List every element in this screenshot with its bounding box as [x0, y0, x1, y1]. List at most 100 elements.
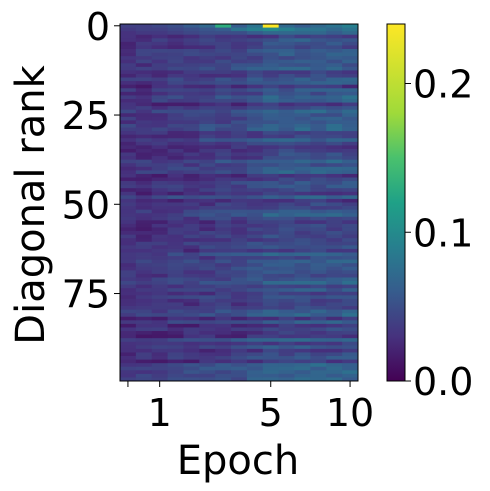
heatmap-cell	[167, 166, 184, 171]
heatmap-cell	[246, 184, 264, 189]
heatmap-cell	[120, 84, 137, 89]
heatmap-cell	[342, 188, 359, 193]
heatmap-cell	[342, 156, 359, 161]
heatmap-cell	[151, 77, 168, 82]
heatmap-cell	[278, 252, 295, 257]
heatmap-cell	[199, 316, 216, 321]
heatmap-cell	[262, 359, 280, 364]
heatmap-cell	[151, 116, 168, 121]
heatmap-cell	[310, 331, 327, 335]
heatmap-cell	[278, 170, 295, 175]
heatmap-cell	[215, 273, 232, 278]
heatmap-cell	[326, 338, 343, 343]
heatmap-cell	[262, 252, 280, 257]
heatmap-cell	[183, 223, 200, 228]
heatmap-cell	[151, 98, 168, 103]
heatmap-cell	[199, 91, 216, 96]
heatmap-cell	[310, 41, 327, 46]
heatmap-cell	[183, 77, 200, 82]
heatmap-cell	[215, 98, 232, 103]
heatmap-cell	[183, 234, 200, 239]
heatmap-cell	[246, 98, 264, 103]
heatmap-cell	[246, 263, 264, 268]
heatmap-cell	[278, 306, 295, 310]
heatmap-cell	[199, 70, 216, 75]
heatmap-cell	[326, 188, 343, 193]
heatmap-cell	[246, 223, 264, 228]
heatmap-cell	[310, 295, 327, 300]
heatmap-cell	[294, 170, 311, 175]
heatmap-cell	[278, 238, 295, 243]
heatmap-cell	[135, 291, 153, 296]
heatmap-cell	[278, 34, 295, 39]
heatmap-cell	[262, 227, 280, 232]
heatmap-cell	[294, 323, 311, 328]
heatmap-cell	[183, 298, 200, 303]
heatmap-cell	[215, 27, 232, 32]
heatmap-cell	[199, 202, 216, 207]
heatmap-cell	[151, 38, 168, 43]
heatmap-cell	[135, 252, 153, 257]
heatmap-cell	[167, 352, 184, 357]
heatmap-cell	[262, 173, 280, 178]
heatmap-cell	[183, 98, 200, 103]
heatmap-cell	[167, 316, 184, 321]
heatmap-cell	[231, 377, 248, 382]
heatmap-cell	[262, 48, 280, 53]
heatmap-cell	[151, 263, 168, 268]
heatmap-cell	[135, 323, 153, 328]
heatmap-cell	[183, 138, 200, 143]
heatmap-cell	[246, 52, 264, 57]
heatmap-cell	[199, 198, 216, 203]
heatmap-cell	[151, 52, 168, 57]
heatmap-cell	[199, 273, 216, 278]
heatmap-cell	[231, 138, 248, 143]
heatmap-cell	[326, 148, 343, 153]
heatmap-cell	[294, 188, 311, 193]
heatmap-cell	[246, 63, 264, 68]
heatmap-cell	[183, 106, 200, 111]
heatmap-cell	[262, 256, 280, 261]
heatmap-cell	[262, 334, 280, 339]
heatmap-cell	[326, 95, 343, 100]
heatmap-cell	[151, 223, 168, 228]
heatmap-cell	[199, 24, 216, 28]
heatmap-cell	[246, 170, 264, 175]
heatmap-cell	[199, 98, 216, 103]
heatmap-cell	[278, 198, 295, 203]
heatmap-cell	[183, 134, 200, 139]
heatmap-cell	[231, 198, 248, 203]
heatmap-cell	[294, 288, 311, 293]
heatmap-cell	[246, 66, 264, 71]
heatmap-cell	[294, 216, 311, 221]
heatmap-cell	[215, 341, 232, 346]
heatmap-cell	[135, 66, 153, 71]
heatmap-cell	[151, 59, 168, 64]
heatmap-cell	[183, 91, 200, 96]
heatmap-cell	[183, 184, 200, 189]
heatmap-cell	[278, 313, 295, 318]
heatmap-cell	[294, 184, 311, 189]
heatmap-cell	[120, 327, 137, 332]
heatmap-cell	[326, 270, 343, 275]
heatmap-cell	[199, 248, 216, 253]
heatmap-cell	[262, 331, 280, 335]
heatmap-cell	[167, 184, 184, 189]
heatmap-cell	[183, 373, 200, 378]
heatmap-cell	[120, 338, 137, 343]
heatmap-cell	[135, 166, 153, 171]
heatmap-cell	[262, 88, 280, 93]
heatmap-cell	[342, 245, 359, 250]
heatmap-cell	[310, 220, 327, 225]
heatmap-cell	[246, 277, 264, 282]
heatmap-cell	[199, 341, 216, 346]
heatmap-cell	[262, 206, 280, 211]
heatmap-cell	[246, 206, 264, 211]
heatmap-cell	[231, 263, 248, 268]
heatmap-cell	[294, 102, 311, 107]
heatmap-cell	[167, 356, 184, 360]
heatmap-cell	[167, 98, 184, 103]
heatmap-cell	[342, 352, 359, 357]
heatmap-cell	[278, 156, 295, 161]
heatmap-cell	[310, 95, 327, 100]
